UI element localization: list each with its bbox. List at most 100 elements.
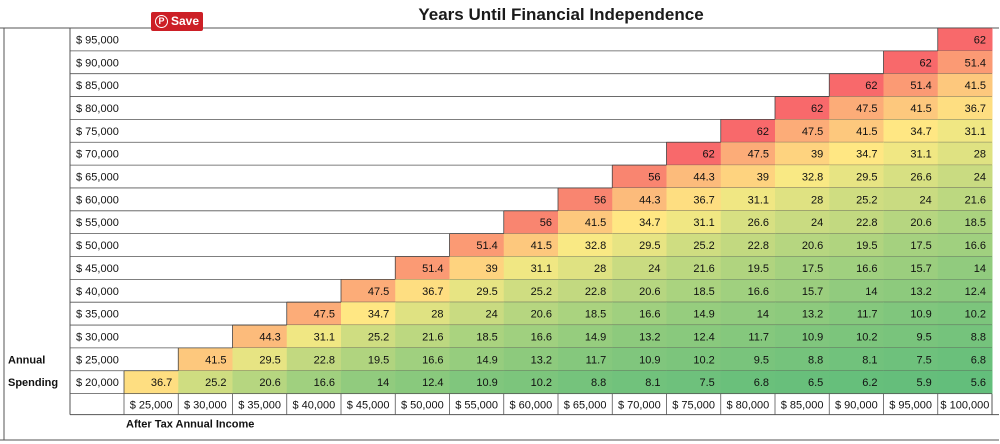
heatmap-cell — [937, 165, 993, 189]
cell-value-label: 18.5 — [693, 286, 714, 298]
cell-value-label: 20.6 — [531, 309, 552, 321]
heatmap-cell — [720, 187, 776, 212]
cell-value-label: 10.9 — [910, 309, 931, 321]
heatmap-cell — [612, 370, 667, 395]
cell-value-label: 31.1 — [693, 217, 714, 229]
cell-value-label: 19.5 — [368, 354, 389, 366]
heatmap-cell — [829, 325, 884, 349]
cell-value-label: 21.6 — [422, 331, 443, 343]
cell-value-label: 22.8 — [314, 354, 335, 366]
heatmap-cell — [829, 210, 884, 235]
cell-value-label: 16.6 — [965, 240, 986, 252]
heatmap-cell — [829, 142, 884, 166]
x-axis-label: After Tax Annual Income — [126, 419, 254, 431]
x-tick-label: $ 90,000 — [835, 400, 878, 412]
heatmap-cell — [937, 347, 993, 372]
heatmap-cell — [937, 142, 993, 166]
heatmap-cell — [178, 370, 233, 395]
cell-value-label: 39 — [486, 263, 498, 275]
x-tick-label: $ 100,000 — [940, 400, 989, 412]
heatmap-cell — [883, 325, 939, 349]
cell-value-label: 12.4 — [965, 286, 986, 298]
cell-value-label: 31.1 — [965, 126, 986, 138]
cell-value-label: 28 — [431, 309, 443, 321]
cell-value-label: 24 — [974, 172, 986, 184]
cell-value-label: 47.5 — [748, 149, 769, 161]
y-tick-label: $ 70,000 — [76, 149, 119, 161]
heatmap-cell — [775, 210, 830, 235]
heatmap-cell — [775, 119, 830, 143]
cell-value-label: 10.2 — [856, 331, 877, 343]
heatmap-cell — [720, 119, 776, 143]
heatmap-cell — [883, 279, 939, 303]
heatmap-cell — [341, 370, 396, 395]
cell-value-label: 28 — [594, 263, 606, 275]
cell-value-label: 10.2 — [693, 354, 714, 366]
heatmap-cell — [720, 279, 776, 303]
cell-value-label: 5.9 — [916, 377, 931, 389]
heatmap-cell — [178, 347, 233, 372]
cell-value-label: 8.1 — [645, 377, 660, 389]
pinterest-save-button[interactable]: P Save — [151, 12, 203, 31]
cell-value-label: 16.6 — [314, 377, 335, 389]
x-tick-label: $ 80,000 — [726, 400, 769, 412]
heatmap-cell — [612, 347, 667, 372]
cell-value-label: 10.2 — [965, 309, 986, 321]
y-axis-label-annual: Annual — [8, 354, 45, 366]
heatmap-cell — [829, 119, 884, 143]
cell-value-label: 44.3 — [639, 194, 660, 206]
cell-value-label: 39 — [811, 149, 823, 161]
heatmap-cell — [558, 210, 613, 235]
heatmap-cell — [775, 279, 830, 303]
heatmap-cell — [775, 187, 830, 212]
cell-value-label: 16.6 — [531, 331, 552, 343]
heatmap-cell — [612, 210, 667, 235]
y-tick-label: $ 75,000 — [76, 126, 119, 138]
cell-value-label: 10.9 — [802, 331, 823, 343]
heatmap-cell — [395, 302, 450, 326]
cell-value-label: 13.2 — [531, 354, 552, 366]
heatmap-cell — [286, 370, 342, 395]
cell-value-label: 39 — [757, 172, 769, 184]
x-tick-label: $ 45,000 — [347, 400, 390, 412]
cell-value-label: 36.7 — [422, 286, 443, 298]
heatmap-cell — [449, 256, 505, 280]
heatmap-cell — [503, 256, 559, 280]
cell-value-label: 7.5 — [699, 377, 714, 389]
heatmap-cell — [232, 347, 288, 372]
y-tick-label: $ 20,000 — [76, 377, 119, 389]
heatmap-cell — [775, 165, 830, 189]
heatmap-cell — [449, 370, 505, 395]
cell-value-label: 34.7 — [368, 309, 389, 321]
cell-value-label: 25.2 — [368, 331, 389, 343]
heatmap-cell — [937, 50, 993, 75]
y-axis-label-spending: Spending — [8, 377, 58, 389]
cell-value-label: 18.5 — [585, 309, 606, 321]
heatmap-cell — [775, 302, 830, 326]
heatmap-cell — [775, 256, 830, 280]
cell-value-label: 36.7 — [965, 103, 986, 115]
heatmap-cell — [883, 119, 939, 143]
cell-value-label: 22.8 — [585, 286, 606, 298]
heatmap-cell — [720, 325, 776, 349]
cell-value-label: 62 — [703, 149, 715, 161]
chart-title: Years Until Financial Independence — [418, 5, 704, 24]
cell-value-label: 22.8 — [748, 240, 769, 252]
heatmap-cell — [666, 325, 722, 349]
heatmap-cell — [395, 325, 450, 349]
cell-value-label: 41.5 — [585, 217, 606, 229]
heatmap-cell — [503, 325, 559, 349]
cell-value-label: 14.9 — [693, 309, 714, 321]
cell-value-label: 41.5 — [856, 126, 877, 138]
heatmap-cell — [937, 325, 993, 349]
cell-value-label: 34.7 — [639, 217, 660, 229]
cell-value-label: 62 — [865, 80, 877, 92]
x-tick-label: $ 60,000 — [509, 400, 552, 412]
cell-value-label: 14 — [865, 286, 877, 298]
cell-value-label: 24 — [486, 309, 498, 321]
heatmap-cell — [124, 370, 179, 395]
heatmap-cell — [341, 279, 396, 303]
cell-value-label: 34.7 — [910, 126, 931, 138]
cell-value-label: 25.2 — [856, 194, 877, 206]
cell-value-label: 17.5 — [802, 263, 823, 275]
